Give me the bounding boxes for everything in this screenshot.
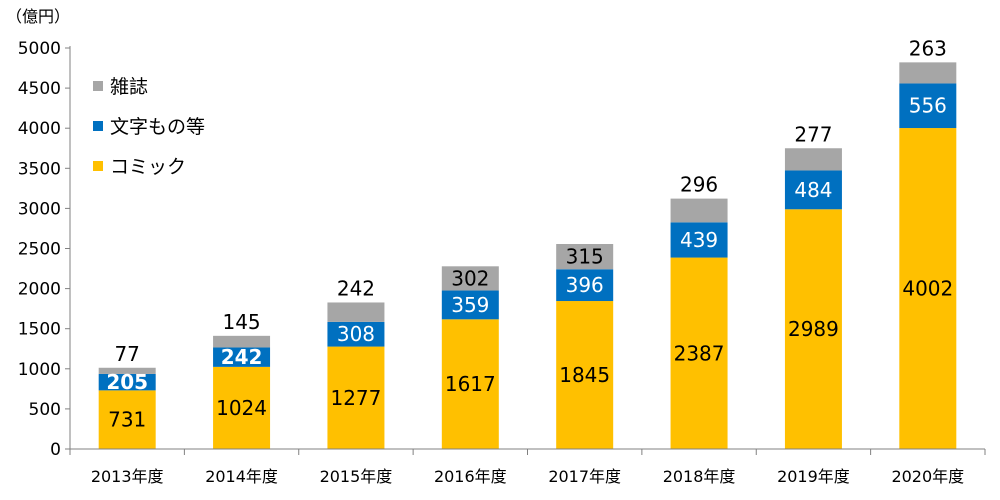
y-tick-label: 3000 (18, 199, 61, 219)
data-label: 1845 (559, 363, 610, 387)
x-tick-label: 2013年度 (91, 467, 164, 486)
bar-segment (556, 301, 614, 449)
legend-swatch (93, 121, 103, 131)
legend-label: コミック (110, 156, 186, 178)
data-label: 296 (680, 173, 718, 197)
data-label: 145 (222, 310, 260, 334)
legend-label: 文字もの等 (110, 116, 205, 138)
x-tick-label: 2020年度 (891, 467, 964, 486)
y-tick-label: 4500 (18, 79, 61, 99)
data-label: 242 (337, 276, 375, 300)
bar-segment (213, 335, 271, 348)
data-label: 2989 (788, 317, 839, 341)
data-label: 277 (794, 122, 832, 146)
bar-segment (327, 346, 385, 449)
y-tick-label: 500 (29, 400, 61, 420)
bar-segment (98, 390, 156, 449)
legend-swatch (93, 81, 103, 91)
bar-segment (441, 266, 499, 291)
y-tick-label: 2500 (18, 240, 61, 260)
data-label: 205 (106, 370, 148, 394)
data-label: 315 (566, 245, 604, 269)
x-tick-label: 2014年度 (205, 467, 278, 486)
data-labels: 731 205 77 1024 242 145 1277 308 242 1617 359 302 18… (106, 36, 953, 431)
x-tick-label: 2016年度 (434, 467, 507, 486)
bar-segment (784, 209, 842, 449)
bar-segment (670, 198, 728, 223)
bar-segment (899, 83, 957, 129)
y-axis: 0 500 1000 1500 2000 2500 3000 3500 4000 4500 5000 (18, 39, 71, 460)
data-label: 308 (337, 322, 375, 346)
data-label: 439 (680, 228, 718, 252)
y-axis-unit: （億円） (6, 7, 70, 26)
bar-segment (327, 302, 385, 322)
bar-segment (327, 321, 385, 347)
data-label: 2387 (674, 341, 725, 365)
y-tick-label: 1000 (18, 360, 61, 380)
data-label: 731 (108, 408, 146, 432)
bar-segment (556, 269, 614, 302)
legend-swatch (93, 161, 103, 171)
bar-segment (670, 222, 728, 258)
data-label: 242 (221, 345, 263, 369)
bar-segment (98, 373, 156, 391)
bar-segment (441, 319, 499, 449)
bar-segment (441, 290, 499, 320)
y-tick-label: 3500 (18, 159, 61, 179)
data-label: 263 (909, 36, 947, 60)
y-tick-label: 2000 (18, 280, 61, 300)
data-label: 484 (794, 178, 832, 202)
bar-segment (98, 367, 156, 374)
bar-segment (899, 128, 957, 449)
x-axis: 2013年度 2014年度 2015年度 2016年度 2017年度 2018年度 2019… (69, 448, 986, 486)
data-label: 396 (566, 273, 604, 297)
data-label: 4002 (902, 277, 953, 301)
bar-segment (213, 347, 271, 367)
bar-segment (556, 244, 614, 270)
bar-segment (213, 366, 271, 449)
bar-segment (784, 170, 842, 210)
y-tick-label: 0 (50, 440, 61, 460)
y-tick-label: 4000 (18, 119, 61, 139)
data-label: 302 (451, 266, 489, 290)
x-tick-label: 2015年度 (320, 467, 393, 486)
data-label: 556 (909, 94, 947, 118)
bar-segment (899, 62, 957, 84)
bar-segment (784, 148, 842, 171)
data-label: 1277 (330, 386, 381, 410)
x-tick-label: 2019年度 (777, 467, 850, 486)
y-tick-label: 5000 (18, 39, 61, 59)
data-label: 77 (114, 342, 139, 366)
bars (98, 62, 957, 449)
legend-label: 雑誌 (110, 76, 148, 98)
data-label: 1617 (445, 372, 496, 396)
x-tick-label: 2017年度 (548, 467, 621, 486)
data-label: 1024 (216, 396, 267, 420)
x-tick-label: 2018年度 (663, 467, 736, 486)
data-label: 359 (451, 293, 489, 317)
bar-segment (670, 257, 728, 449)
y-tick-label: 1500 (18, 320, 61, 340)
